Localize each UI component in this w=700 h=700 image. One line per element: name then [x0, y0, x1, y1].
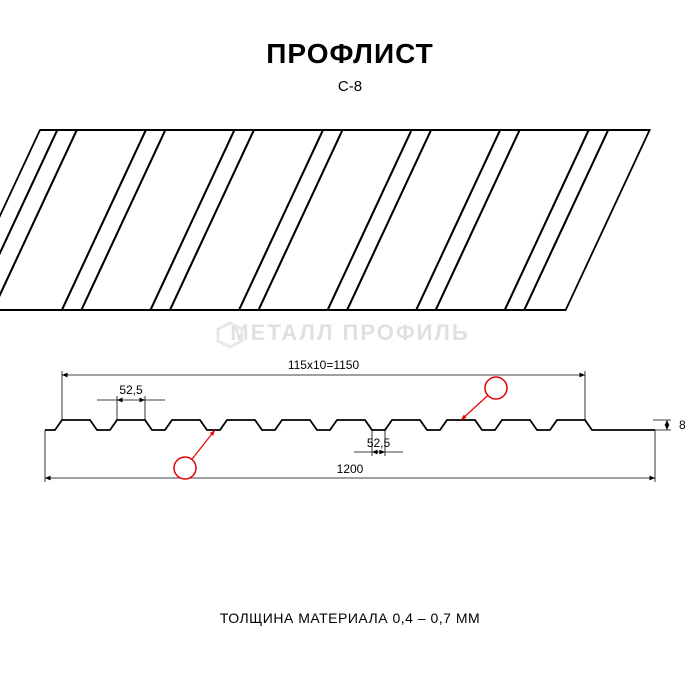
- isometric-view: [0, 130, 650, 310]
- profile-path: [45, 420, 655, 430]
- svg-text:1200: 1200: [337, 462, 364, 476]
- svg-text:8: 8: [679, 418, 686, 432]
- svg-text:52,5: 52,5: [119, 383, 143, 397]
- svg-text:52,5: 52,5: [367, 436, 391, 450]
- svg-text:115x10=1150: 115x10=1150: [288, 358, 360, 372]
- watermark-hex-icon: [218, 323, 242, 347]
- drawing-canvas: 115x10=115052,552,512008AB: [0, 0, 700, 700]
